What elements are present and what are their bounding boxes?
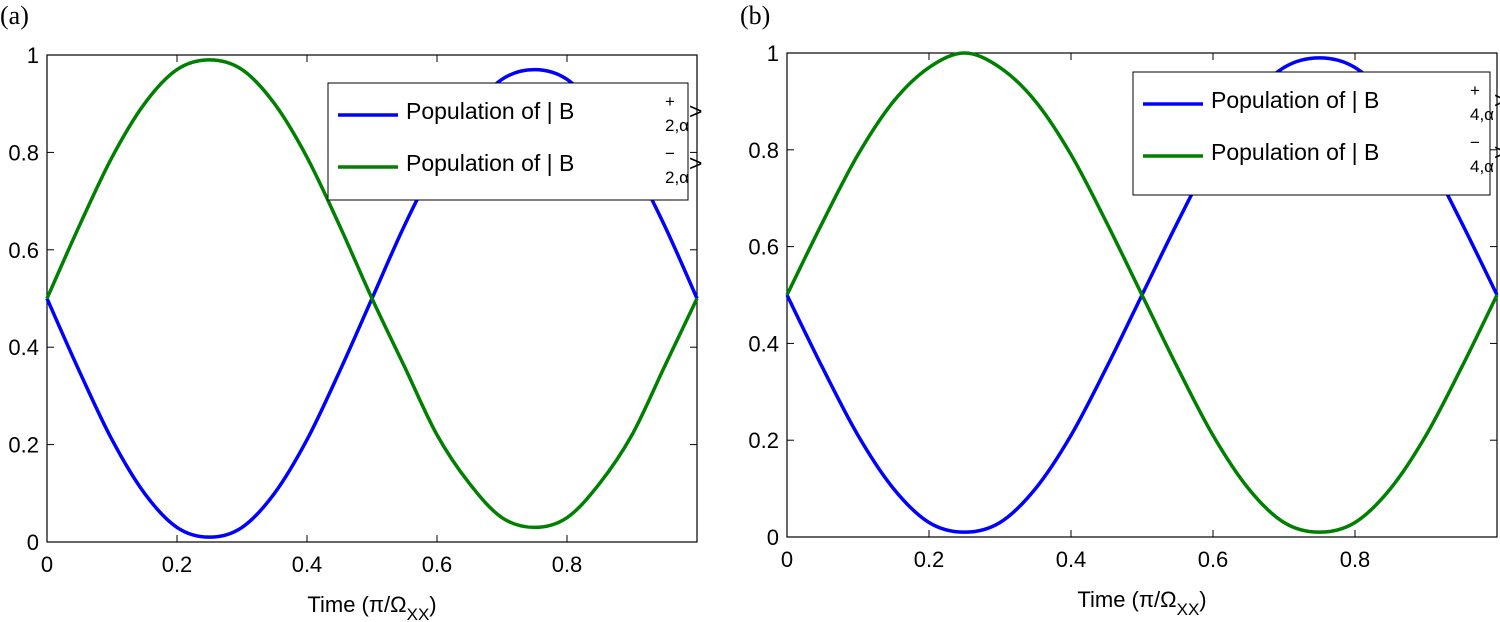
legend-end: >: [689, 150, 702, 176]
x-tick-label: 0: [41, 552, 53, 577]
subplot: (b) 0 0.2 0.4 0.6 0.8 0 0.2 0.4 0.6 0.8 1 Time (π/ΩX…: [740, 1, 1500, 619]
legend-sup: −: [665, 144, 675, 163]
legend-sup: +: [665, 92, 675, 111]
legend-sup: −: [1470, 133, 1480, 152]
legend-label: Population of | B +2,α>: [406, 92, 702, 135]
y-tick-label: 0.4: [8, 335, 39, 360]
y-tick-label: 0.6: [8, 238, 39, 263]
x-tick-label: 0.6: [1198, 547, 1229, 572]
x-axis-label-text: Time (π/Ω: [1077, 587, 1176, 612]
y-tick-label: 0.8: [748, 138, 779, 163]
legend-label: Population of | B − 4,α>: [1211, 133, 1500, 176]
legend-sub: 4,α: [1470, 105, 1494, 124]
legend-sub: 2,α: [665, 116, 689, 135]
y-tick-label: 0.2: [748, 428, 779, 453]
data-line: [785, 51, 1499, 534]
x-axis-label-sub: XX: [407, 605, 430, 622]
y-tick-label: 0: [27, 530, 39, 555]
legend-end: >: [689, 98, 702, 124]
x-tick-label: 0.4: [292, 552, 323, 577]
legend-sub: 4,α: [1470, 157, 1494, 176]
x-axis-label-text: Time (π/Ω: [307, 592, 406, 617]
legend-label: Population of | B − 2,α>: [406, 144, 702, 187]
x-tick-label: 0.6: [422, 552, 453, 577]
y-tick-label: 1: [767, 41, 779, 66]
legend-box: [327, 82, 689, 201]
y-tick-label: 0.2: [8, 433, 39, 458]
legend-name: Population of | B: [406, 150, 574, 176]
x-tick-label: 0: [781, 547, 793, 572]
x-tick-label: 0.2: [162, 552, 193, 577]
x-axis-label-sub: XX: [1177, 600, 1200, 619]
legend-end: >: [1494, 87, 1500, 113]
legend-sub: 2,α: [665, 168, 689, 187]
x-axis-label-end: ): [1199, 587, 1206, 612]
legend-sup: +: [1470, 81, 1480, 100]
legend-box: [1132, 71, 1491, 196]
y-tick-label: 1: [27, 43, 39, 68]
legend-name: Population of | B: [406, 98, 574, 124]
y-tick-label: 0.6: [748, 235, 779, 260]
x-tick-label: 0.8: [1340, 547, 1371, 572]
y-tick-label: 0.8: [8, 140, 39, 165]
x-axis-label: Time (π/ΩXX): [1077, 587, 1206, 619]
legend-name: Population of | B: [1211, 139, 1379, 165]
x-tick-label: 0.8: [552, 552, 583, 577]
x-axis-label-end: ): [429, 592, 436, 617]
x-tick-label: 0.4: [1056, 547, 1087, 572]
legend-label: Population of | B +4,α>: [1211, 81, 1500, 124]
panel-label: (b): [740, 1, 770, 30]
x-tick-label: 0.2: [914, 547, 945, 572]
legend-name: Population of | B: [1211, 87, 1379, 113]
y-tick-label: 0.4: [748, 331, 779, 356]
y-tick-label: 0: [767, 525, 779, 550]
data-line: [45, 58, 699, 530]
subplot: (a) 0 0.2 0.4 0.6 0.8 0 0.2 0.4 0.6 0.8 1 Time (π/ΩX…: [0, 1, 702, 622]
panel-label: (a): [0, 1, 29, 30]
legend-end: >: [1494, 139, 1500, 165]
x-axis-label: Time (π/ΩXX): [307, 592, 436, 622]
